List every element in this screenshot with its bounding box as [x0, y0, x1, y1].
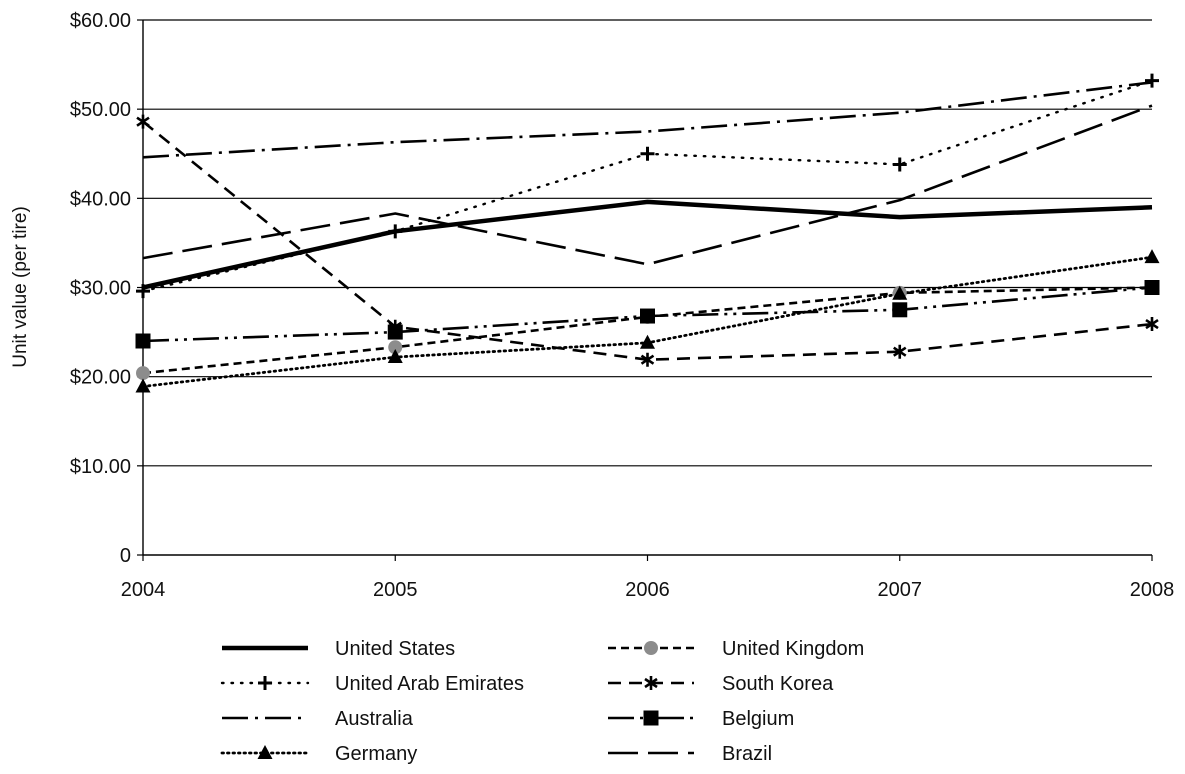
data-point: [892, 285, 908, 300]
data-point: [1144, 280, 1160, 295]
data-point: [388, 340, 403, 355]
y-tick-label: $20.00: [70, 367, 131, 389]
data-point: [258, 676, 272, 690]
x-tick-label: 2008: [1130, 579, 1175, 601]
data-point: [387, 324, 403, 340]
data-point: [640, 352, 655, 367]
data-point: [257, 745, 273, 759]
data-point: [644, 641, 658, 655]
legend: United States United Kingdom United Arab E…: [220, 638, 864, 765]
legend-label: United States: [335, 638, 455, 660]
x-tick-label: 2007: [878, 579, 923, 601]
legend-label: United Arab Emirates: [335, 673, 524, 695]
data-point: [640, 146, 655, 161]
series-markers: [135, 73, 1160, 393]
data-point: [644, 676, 658, 690]
legend-label: South Korea: [722, 673, 834, 695]
legend-item: Germany: [220, 743, 417, 765]
legend-item: Brazil: [608, 743, 772, 765]
x-tick-label: 2005: [373, 579, 418, 601]
data-point: [892, 157, 907, 172]
series-line: [142, 81, 1153, 159]
tick-labels: 0 $10.00 $20.00 $30.00 $40.00 $50.00 $60.00 200…: [70, 10, 1174, 601]
legend-label: Australia: [335, 708, 414, 730]
data-point: [1145, 317, 1159, 332]
legend-label: Belgium: [722, 708, 794, 730]
data-point: [135, 378, 151, 393]
data-point: [640, 334, 655, 349]
y-axis-title: Unit value (per tire): [10, 206, 31, 368]
legend-item: Australia: [222, 708, 414, 730]
legend-item: Belgium: [608, 708, 794, 730]
data-point: [893, 344, 907, 359]
legend-item: South Korea: [608, 673, 834, 695]
series-line: [142, 104, 1153, 266]
data-point: [1144, 249, 1160, 264]
legend-label: United Kingdom: [722, 638, 864, 660]
x-tick-label: 2004: [121, 579, 166, 601]
data-point: [136, 366, 150, 381]
y-tick-label: $10.00: [70, 456, 131, 478]
y-tick-label: $50.00: [70, 99, 131, 121]
series-line: [142, 199, 1153, 290]
data-point: [640, 308, 655, 324]
x-tick-label: 2006: [625, 579, 670, 601]
y-tick-label: $40.00: [70, 188, 131, 210]
legend-label: Brazil: [722, 743, 772, 765]
legend-item: United States: [222, 638, 455, 660]
data-point: [387, 349, 403, 364]
data-point: [1145, 73, 1159, 88]
data-point: [135, 333, 151, 349]
y-tick-label: 0: [120, 545, 131, 567]
legend-item: United Kingdom: [608, 638, 864, 660]
legend-item: United Arab Emirates: [220, 673, 524, 695]
grid-lines: [143, 19, 1152, 467]
data-point: [388, 224, 403, 239]
data-point: [643, 710, 659, 726]
data-point: [892, 302, 908, 318]
series-line: [141, 79, 1154, 293]
y-tick-label: $60.00: [70, 10, 131, 32]
data-point: [136, 284, 150, 299]
legend-label: Germany: [335, 743, 417, 765]
y-tick-label: $30.00: [70, 278, 131, 300]
data-point: [136, 114, 150, 129]
